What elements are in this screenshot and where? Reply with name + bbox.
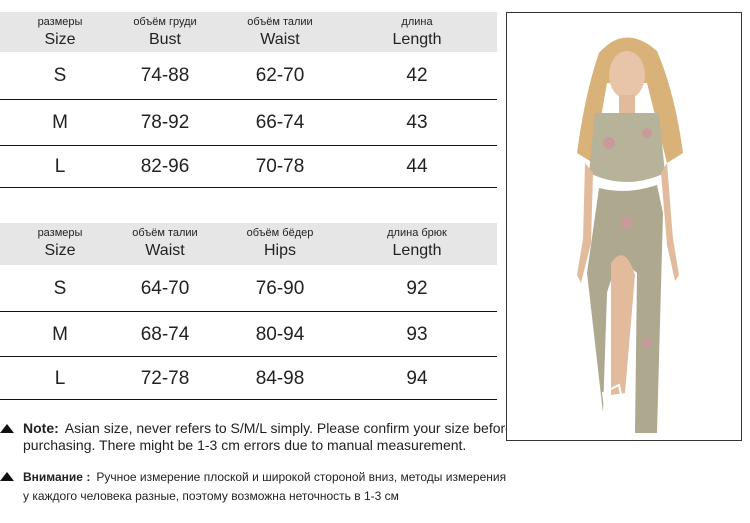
cell-value: L [54, 156, 66, 177]
header-en: Hips [263, 242, 296, 259]
warning-icon [0, 472, 14, 481]
header-row [0, 223, 497, 265]
cell-value: M [52, 112, 68, 133]
cell-value: 70-78 [255, 156, 305, 177]
cell-value: 94 [406, 367, 428, 389]
header-en: Length [392, 31, 442, 48]
cell-value: 68-74 [140, 323, 190, 345]
cell-value: M [52, 323, 68, 345]
cell-value: 78-92 [140, 112, 190, 133]
header-ru: размеры [37, 227, 83, 239]
header-ru: объём талии [247, 16, 313, 28]
cell-value: S [53, 65, 67, 86]
cell-value: 66-74 [255, 112, 305, 133]
row-divider [0, 145, 497, 146]
cell-value: S [53, 277, 67, 299]
cell-value: 76-90 [255, 277, 305, 299]
photo-figure [577, 37, 683, 433]
note-text: Ручное измерение плоской и широкой сторо… [96, 470, 507, 484]
cell-value: 92 [406, 277, 428, 299]
note-line: Note: Asian size, never refers to S/M/L s… [23, 420, 513, 437]
header-ru: длина брюк [387, 227, 447, 239]
cell-value: 44 [406, 156, 428, 177]
row-divider [0, 99, 497, 100]
cell-value: 82-96 [140, 156, 190, 177]
cell-value: 72-78 [140, 367, 190, 389]
header-ru: объём груди [133, 16, 197, 28]
note-label: Note: [23, 420, 59, 436]
header-ru: длина [401, 16, 433, 28]
note-text: purchasing. There might be 1-3 cm errors… [23, 437, 467, 453]
cell-value: 42 [406, 65, 428, 86]
cell-value: 80-94 [255, 323, 305, 345]
note-text: у каждого человека разные, поэтому возмо… [23, 489, 399, 503]
row-divider [0, 187, 497, 188]
note-line: Внимание : Ручное измерение плоской и шир… [23, 468, 506, 487]
row-divider [0, 356, 497, 357]
header-ru: объём талии [132, 227, 198, 239]
header-ru: размеры [37, 16, 83, 28]
header-row [0, 12, 497, 52]
cell-value: 64-70 [140, 277, 190, 299]
cell-value: 84-98 [255, 367, 305, 389]
header-en: Waist [145, 242, 185, 259]
row-divider [0, 399, 497, 400]
header-en: Size [44, 242, 76, 259]
cell-value: 74-88 [140, 65, 190, 86]
header-en: Length [392, 242, 442, 259]
cell-value: L [54, 367, 66, 389]
header-en: Bust [148, 31, 181, 48]
header-en: Waist [260, 31, 300, 48]
cell-value: 43 [406, 112, 428, 133]
product-photo [506, 12, 742, 441]
row-divider [0, 311, 497, 312]
header-en: Size [44, 31, 76, 48]
cell-value: 62-70 [255, 65, 305, 86]
note-label: Внимание : [23, 470, 91, 484]
cell-value: 93 [406, 323, 428, 345]
warning-icon [0, 424, 14, 433]
header-ru: объём бёдер [246, 227, 314, 239]
note-text: Asian size, never refers to S/M/L simply… [64, 420, 513, 436]
